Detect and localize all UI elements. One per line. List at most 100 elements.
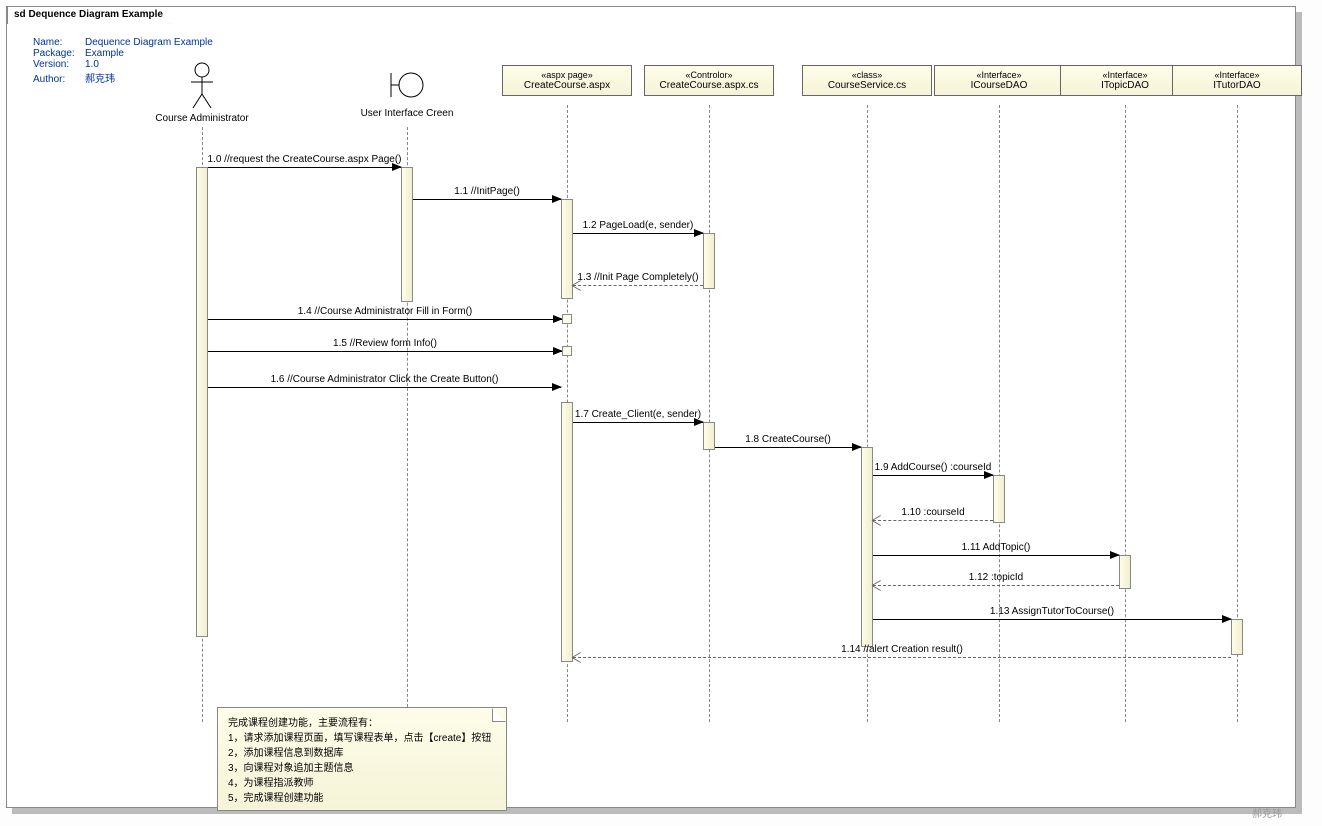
message-label: 1.3 //Init Page Completely() xyxy=(577,272,698,283)
message-label: 1.5 //Review form Info() xyxy=(333,338,437,349)
message-label: 1.8 CreateCourse() xyxy=(745,434,831,445)
diagram-title: sd Dequence Diagram Example xyxy=(14,9,163,20)
call-message: 1.1 //InitPage() xyxy=(413,199,561,200)
arrowhead-icon xyxy=(1222,615,1232,623)
call-message: 1.9 AddCourse() :courseId xyxy=(873,475,993,476)
arrowhead-icon xyxy=(392,163,402,171)
arrowhead-icon xyxy=(694,418,704,426)
meta-name: Dequence Diagram Example xyxy=(85,37,213,48)
arrowhead-icon xyxy=(852,443,862,451)
diagram-title-tab: sd Dequence Diagram Example xyxy=(7,6,170,24)
message-label: 1.14 //alert Creation result() xyxy=(841,644,963,655)
arrowhead-icon xyxy=(872,516,882,526)
message-label: 1.1 //InitPage() xyxy=(454,186,520,197)
execution-spec xyxy=(562,346,572,356)
activation-bar xyxy=(703,422,715,450)
message-label: 1.9 AddCourse() :courseId xyxy=(875,462,992,473)
lifeline-stereotype: «Interface» xyxy=(943,70,1055,80)
call-message: 1.11 AddTopic() xyxy=(873,555,1119,556)
watermark: 郝克玮 xyxy=(1252,805,1282,820)
return-message: 1.10 :courseId xyxy=(873,520,993,521)
note-line: 4，为课程指派教师 xyxy=(228,774,496,789)
activation-bar xyxy=(1119,555,1131,589)
activation-bar xyxy=(861,447,873,647)
note-line: 5，完成课程创建功能 xyxy=(228,789,496,804)
lifeline-header: «Interface» ITopicDAO xyxy=(1060,65,1190,96)
lifeline-dash xyxy=(709,105,710,722)
arrowhead-icon xyxy=(872,581,882,591)
activation-bar xyxy=(561,402,573,662)
return-message: 1.14 //alert Creation result() xyxy=(573,657,1231,658)
message-label: 1.4 //Course Administrator Fill in Form(… xyxy=(298,306,473,317)
return-message: 1.12 :topicId xyxy=(873,585,1119,586)
sequence-diagram: sd Dequence Diagram Example Name:Dequenc… xyxy=(6,6,1296,808)
activation-bar xyxy=(196,167,208,637)
lifeline-stereotype: «Controlor» xyxy=(653,70,765,80)
lifeline-object-box: «aspx page» CreateCourse.aspx xyxy=(502,65,632,96)
actor-icon xyxy=(187,62,217,110)
message-label: 1.10 :courseId xyxy=(901,507,964,518)
call-message: 1.4 //Course Administrator Fill in Form(… xyxy=(208,319,562,320)
message-label: 1.11 AddTopic() xyxy=(962,542,1031,553)
lifeline-header: «class» CourseService.cs xyxy=(802,65,932,96)
return-message: 1.3 //Init Page Completely() xyxy=(573,285,703,286)
arrowhead-icon xyxy=(984,471,994,479)
note-line: 完成课程创建功能，主要流程有： xyxy=(228,714,496,729)
lifeline-header: User Interface Creen xyxy=(342,65,472,119)
lifeline-name: CreateCourse.aspx.cs xyxy=(653,80,765,91)
message-label: 1.2 PageLoad(e, sender) xyxy=(583,220,694,231)
meta-name-label: Name: xyxy=(33,37,85,48)
message-label: 1.7 Create_Client(e, sender) xyxy=(575,409,701,420)
call-message: 1.7 Create_Client(e, sender) xyxy=(573,422,703,423)
message-label: 1.12 :topicId xyxy=(969,572,1023,583)
arrowhead-icon xyxy=(552,383,562,391)
call-message: 1.5 //Review form Info() xyxy=(208,351,562,352)
lifeline-header: «Controlor» CreateCourse.aspx.cs xyxy=(644,65,774,96)
lifeline-header: «Interface» ICourseDAO xyxy=(934,65,1064,96)
lifeline-object-box: «Interface» ITopicDAO xyxy=(1060,65,1190,96)
note-line: 1，请求添加课程页面，填写课程表单，点击【create】按钮 xyxy=(228,729,496,744)
boundary-icon xyxy=(387,65,427,105)
lifeline-name: ITutorDAO xyxy=(1181,80,1293,91)
lifeline-name: CreateCourse.aspx xyxy=(511,80,623,91)
activation-bar xyxy=(703,233,715,289)
call-message: 1.2 PageLoad(e, sender) xyxy=(573,233,703,234)
meta-author-label: Author: xyxy=(33,74,85,85)
lifeline-stereotype: «Interface» xyxy=(1069,70,1181,80)
meta-version: 1.0 xyxy=(85,59,99,70)
meta-package-label: Package: xyxy=(33,48,85,59)
execution-spec xyxy=(562,314,572,324)
lifeline-stereotype: «Interface» xyxy=(1181,70,1293,80)
lifeline-name: ITopicDAO xyxy=(1069,80,1181,91)
call-message: 1.8 CreateCourse() xyxy=(715,447,861,448)
diagram-note: 完成课程创建功能，主要流程有：1，请求添加课程页面，填写课程表单，点击【crea… xyxy=(217,707,507,811)
arrowhead-icon xyxy=(572,653,582,663)
activation-bar xyxy=(1231,619,1243,655)
meta-version-label: Version: xyxy=(33,59,85,70)
lifeline-object-box: «Interface» ITutorDAO xyxy=(1172,65,1302,96)
lifeline-header: «Interface» ITutorDAO xyxy=(1172,65,1302,96)
lifeline-object-box: «Interface» ICourseDAO xyxy=(934,65,1064,96)
lifeline-header: Course Administrator xyxy=(137,62,267,124)
lifeline-name: Course Administrator xyxy=(137,113,267,124)
lifeline-name: CourseService.cs xyxy=(811,80,923,91)
lifeline-name: ICourseDAO xyxy=(943,80,1055,91)
call-message: 1.0 //request the CreateCourse.aspx Page… xyxy=(208,167,401,168)
lifeline-stereotype: «class» xyxy=(811,70,923,80)
meta-package: Example xyxy=(85,48,124,59)
message-label: 1.6 //Course Administrator Click the Cre… xyxy=(271,374,499,385)
lifeline-dash xyxy=(1125,105,1126,722)
message-label: 1.13 AssignTutorToCourse() xyxy=(990,606,1114,617)
arrowhead-icon xyxy=(572,281,582,291)
lifeline-name: User Interface Creen xyxy=(342,108,472,119)
lifeline-object-box: «class» CourseService.cs xyxy=(802,65,932,96)
lifeline-object-box: «Controlor» CreateCourse.aspx.cs xyxy=(644,65,774,96)
call-message: 1.13 AssignTutorToCourse() xyxy=(873,619,1231,620)
activation-bar xyxy=(401,167,413,302)
arrowhead-icon xyxy=(694,229,704,237)
note-line: 2，添加课程信息到数据库 xyxy=(228,744,496,759)
meta-author: 郝克玮 xyxy=(85,74,115,85)
note-line: 3，向课程对象追加主题信息 xyxy=(228,759,496,774)
activation-bar xyxy=(993,475,1005,523)
lifeline-stereotype: «aspx page» xyxy=(511,70,623,80)
